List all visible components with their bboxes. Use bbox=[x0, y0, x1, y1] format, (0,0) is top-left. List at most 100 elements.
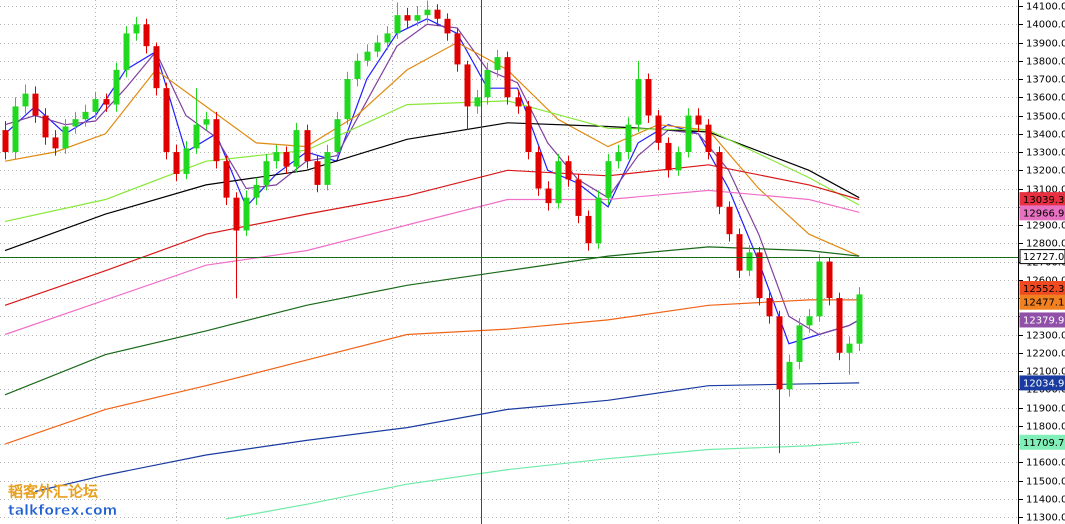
candle-body bbox=[384, 33, 391, 43]
candle-body bbox=[856, 294, 863, 344]
candle-body bbox=[424, 9, 431, 16]
candle-body bbox=[82, 111, 89, 120]
y-tick-label: 11900.0 bbox=[1026, 404, 1065, 415]
candle-body bbox=[665, 142, 672, 171]
y-tick-label: 13200.0 bbox=[1026, 166, 1065, 177]
candle-body bbox=[62, 126, 69, 149]
y-tick-label: 13600.0 bbox=[1026, 93, 1065, 104]
y-tick-label: 13700.0 bbox=[1026, 75, 1065, 86]
candle-body bbox=[133, 24, 140, 34]
candle-body bbox=[123, 33, 130, 70]
candle-body bbox=[203, 119, 210, 125]
candle-body bbox=[645, 79, 652, 116]
y-tick-label: 11300.0 bbox=[1026, 513, 1065, 524]
candle-body bbox=[695, 115, 702, 125]
candle-body bbox=[354, 60, 361, 80]
y-tick-label: 13300.0 bbox=[1026, 148, 1065, 159]
candle-body bbox=[464, 64, 471, 107]
candle-body bbox=[193, 124, 200, 149]
y-tick-label: 12300.0 bbox=[1026, 331, 1065, 342]
ma-line bbox=[35, 382, 860, 493]
grid bbox=[0, 0, 1018, 524]
candle-body bbox=[394, 15, 401, 34]
candle-body bbox=[726, 206, 733, 235]
ma-line bbox=[4, 122, 860, 252]
candle-body bbox=[153, 46, 160, 89]
price-label: 12552.3 bbox=[1023, 284, 1064, 295]
y-tick-label: 13800.0 bbox=[1026, 57, 1065, 68]
price-label: 12966.9 bbox=[1023, 208, 1064, 219]
ma-line bbox=[4, 246, 860, 396]
y-tick-label: 11400.0 bbox=[1026, 495, 1065, 506]
ma-line bbox=[4, 299, 860, 445]
candle-body bbox=[635, 79, 642, 125]
y-tick-label: 11500.0 bbox=[1026, 477, 1065, 488]
candle-body bbox=[243, 197, 250, 231]
candle-body bbox=[304, 130, 311, 162]
candle-body bbox=[535, 152, 542, 189]
candle-body bbox=[374, 42, 381, 52]
candle-body bbox=[314, 161, 321, 185]
candle-body bbox=[52, 137, 59, 149]
candle-body bbox=[213, 119, 220, 162]
candle-body bbox=[776, 316, 783, 390]
y-tick-label: 13500.0 bbox=[1026, 112, 1065, 123]
price-label-box bbox=[1019, 434, 1065, 450]
y-tick-label: 14100.0 bbox=[1026, 2, 1065, 13]
candle-body bbox=[736, 234, 743, 271]
ma-line bbox=[4, 41, 860, 257]
candle-body bbox=[444, 18, 451, 34]
price-label-box bbox=[1019, 205, 1065, 221]
candle-body bbox=[575, 179, 582, 216]
candle-body bbox=[766, 298, 773, 317]
price-label-box bbox=[1019, 294, 1065, 310]
y-tick-label: 12600.0 bbox=[1026, 276, 1065, 287]
price-label: 12477.1 bbox=[1023, 298, 1064, 309]
candle-body bbox=[22, 93, 29, 107]
candle-body bbox=[685, 115, 692, 153]
candle-body bbox=[334, 119, 341, 153]
y-tick-label: 12900.0 bbox=[1026, 221, 1065, 232]
price-label: 12034.9 bbox=[1023, 378, 1064, 389]
candle-body bbox=[655, 115, 662, 143]
candles bbox=[2, 0, 863, 454]
y-tick-label: 13400.0 bbox=[1026, 130, 1065, 141]
candle-body bbox=[344, 79, 351, 120]
candle-body bbox=[324, 152, 331, 185]
price-label-box bbox=[1019, 375, 1065, 391]
candle-body bbox=[555, 161, 562, 204]
candle-body bbox=[846, 343, 853, 353]
watermark-site: talkforex.com bbox=[8, 503, 117, 519]
ma-line bbox=[4, 164, 860, 306]
candle-body bbox=[293, 130, 300, 167]
candle-body bbox=[92, 99, 99, 112]
candle-body bbox=[675, 152, 682, 171]
candle-body bbox=[273, 152, 280, 162]
watermark-title: 韬客外汇论坛 bbox=[8, 483, 98, 501]
candle-body bbox=[705, 124, 712, 153]
price-label: 11709.7 bbox=[1023, 438, 1064, 449]
candle-body bbox=[283, 152, 290, 167]
candle-body bbox=[816, 261, 823, 317]
candle-body bbox=[12, 106, 19, 153]
y-tick-label: 12200.0 bbox=[1026, 349, 1065, 360]
candle-body bbox=[716, 152, 723, 207]
candle-body bbox=[404, 15, 411, 21]
candle-body bbox=[494, 57, 501, 70]
candle-body bbox=[585, 215, 592, 244]
candle-body bbox=[183, 148, 190, 174]
y-tick-label: 11600.0 bbox=[1026, 458, 1065, 469]
y-tick-label: 13100.0 bbox=[1026, 185, 1065, 196]
price-labels: 13039.3 12966.9 12727.0 12552.3 12477.1 12379… bbox=[1019, 192, 1065, 450]
candle-body bbox=[565, 161, 572, 180]
price-label-box bbox=[1019, 249, 1065, 265]
ma-line bbox=[4, 23, 860, 336]
candle-body bbox=[42, 115, 49, 138]
y-tick-label: 12100.0 bbox=[1026, 367, 1065, 378]
candle-body bbox=[253, 184, 260, 198]
candle-body bbox=[525, 106, 532, 153]
candle-body bbox=[545, 188, 552, 204]
candle-body bbox=[454, 33, 461, 65]
candle-body bbox=[113, 69, 120, 105]
ma-line bbox=[4, 100, 860, 222]
